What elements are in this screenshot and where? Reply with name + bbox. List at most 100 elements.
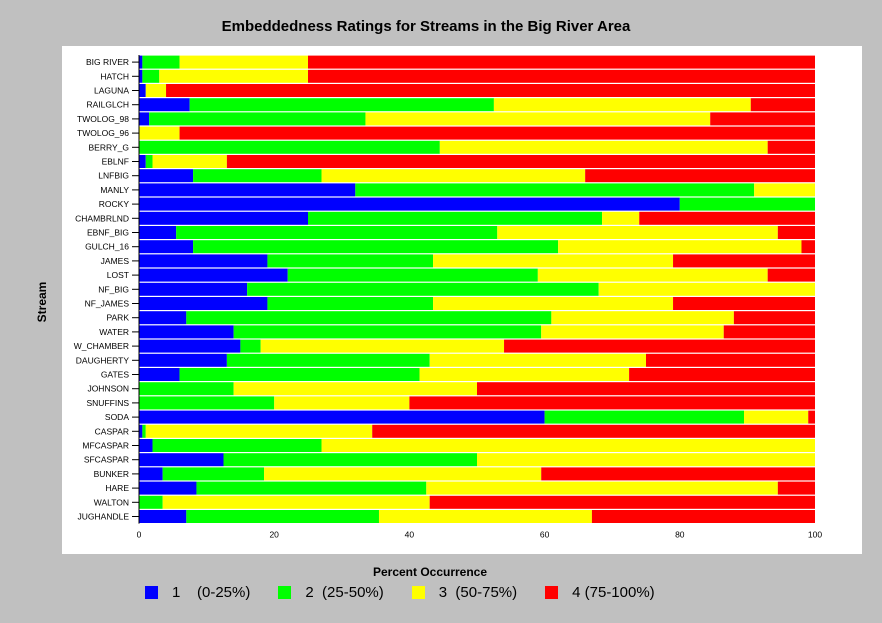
bar-twolog_98-rating-2 [149,112,366,126]
bar-gulch_16-rating-4 [801,240,815,254]
category-label: SODA [105,412,129,422]
category-label: JUGHANDLE [78,512,130,522]
x-tick-label: 40 [405,530,415,540]
bar-park-rating-3 [551,311,734,325]
bar-jughandle-rating-3 [378,510,592,523]
bar-mfcaspar-rating-1 [139,439,153,452]
y-axis-label: Stream [35,281,49,323]
category-label: RAILGLCH [86,100,129,110]
bar-twolog_98-rating-3 [365,112,711,126]
legend-item-1: 1 (0-25%) [145,584,250,601]
bar-sfcaspar-rating-3 [477,453,815,467]
bar-caspar-rating-4 [372,424,815,438]
category-label: SNUFFINS [87,398,130,408]
category-label: MFCASPAR [82,441,129,451]
bar-nf_james-rating-3 [433,297,674,310]
bar-snuffins-rating-4 [409,396,815,410]
bar-lnfbig-rating-2 [193,169,322,183]
legend-swatch-2 [278,585,292,599]
bar-hatch-rating-1 [139,69,143,83]
bar-daugherty-rating-1 [139,353,227,367]
bar-rocky-rating-1 [139,197,680,211]
category-label: BUNKER [94,469,129,479]
bar-soda-rating-3 [744,410,809,424]
bar-nf_big-rating-1 [139,282,248,296]
category-label: TWOLOG_98 [77,114,129,124]
bar-water-rating-1 [139,325,234,339]
bar-big river-rating-4 [308,55,815,69]
legend-label-4: 4 (75-100%) [572,583,655,601]
bar-hatch-rating-3 [159,69,308,83]
legend: 1 (0-25%) 2 (25-50%) 3 (50-75%) 4 (75-10… [145,582,683,602]
category-label: PARK [106,313,129,323]
bars-group [139,55,815,523]
bar-nf_james-rating-1 [139,297,268,310]
bar-hare-rating-1 [139,481,197,495]
category-label: NF_JAMES [85,299,130,309]
bar-nf_james-rating-4 [673,297,815,310]
legend-label-1: 1 (0-25%) [172,583,251,601]
x-tick-label: 0 [137,530,142,540]
category-label: W_CHAMBER [74,341,129,351]
bar-chambrlnd-rating-3 [602,211,640,225]
bar-walton-rating-4 [429,495,815,509]
bar-ebnf_big-rating-3 [497,226,778,239]
category-label: TWOLOG_96 [77,128,129,138]
bar-hatch-rating-4 [308,69,815,83]
category-label: JOHNSON [87,384,129,394]
bar-nf_big-rating-2 [247,282,599,296]
bar-chambrlnd-rating-4 [639,211,815,225]
legend-swatch-3 [411,585,425,599]
axes-group [132,55,140,524]
bar-water-rating-4 [723,325,815,339]
bar-gates-rating-2 [179,368,420,381]
bar-nf_james-rating-2 [267,297,434,310]
bar-w_chamber-rating-2 [240,339,261,353]
bar-hare-rating-4 [777,481,815,495]
category-label: BERRY_G [89,142,129,152]
bar-railglch-rating-4 [750,98,815,112]
bar-hatch-rating-2 [142,69,160,83]
bar-lost-rating-3 [537,268,768,282]
bar-johnson-rating-3 [233,382,477,396]
category-label: LNFBIG [98,171,129,181]
category-label: HARE [105,483,129,493]
bar-mfcaspar-rating-3 [321,439,815,452]
category-label: LOST [107,270,129,280]
plot-panel: BIG RIVER HATCH LAGUNA RAILGLCH TWOLOG_98 TWO… [62,46,862,554]
bar-manly-rating-3 [754,183,815,197]
bar-laguna-rating-4 [166,84,815,97]
legend-item-3: 3 (50-75%) [411,584,517,601]
bar-daugherty-rating-4 [646,353,815,367]
bar-twolog_96-rating-4 [179,126,815,140]
category-label: WALTON [94,497,129,507]
bar-water-rating-2 [233,325,542,339]
bar-water-rating-3 [541,325,724,339]
bar-chambrlnd-rating-1 [139,211,308,225]
category-label: HATCH [100,71,129,81]
bar-w_chamber-rating-4 [504,339,815,353]
bar-soda-rating-4 [808,410,815,424]
bar-gates-rating-1 [139,368,180,381]
category-label: JAMES [101,256,130,266]
category-label: DAUGHERTY [76,355,130,365]
category-label: NF_BIG [98,284,129,294]
x-tick-labels: 0 20 40 60 80 100 [137,530,823,540]
bar-jughandle-rating-4 [591,510,815,523]
bar-gates-rating-3 [419,368,630,381]
bar-eblnf-rating-3 [152,155,227,168]
bar-lost-rating-4 [767,268,815,282]
bar-lnfbig-rating-3 [321,169,586,183]
category-label: CASPAR [95,426,129,436]
bar-hare-rating-2 [196,481,427,495]
bar-big river-rating-1 [139,55,143,69]
bar-james-rating-4 [673,254,815,268]
category-label: GULCH_16 [85,242,129,252]
bar-james-rating-1 [139,254,268,268]
bar-gates-rating-4 [629,368,815,381]
category-label: LAGUNA [94,86,129,96]
bar-soda-rating-1 [139,410,545,424]
bar-gulch_16-rating-1 [139,240,194,254]
category-label: GATES [101,370,130,380]
legend-item-4: 4 (75-100%) [545,584,655,601]
